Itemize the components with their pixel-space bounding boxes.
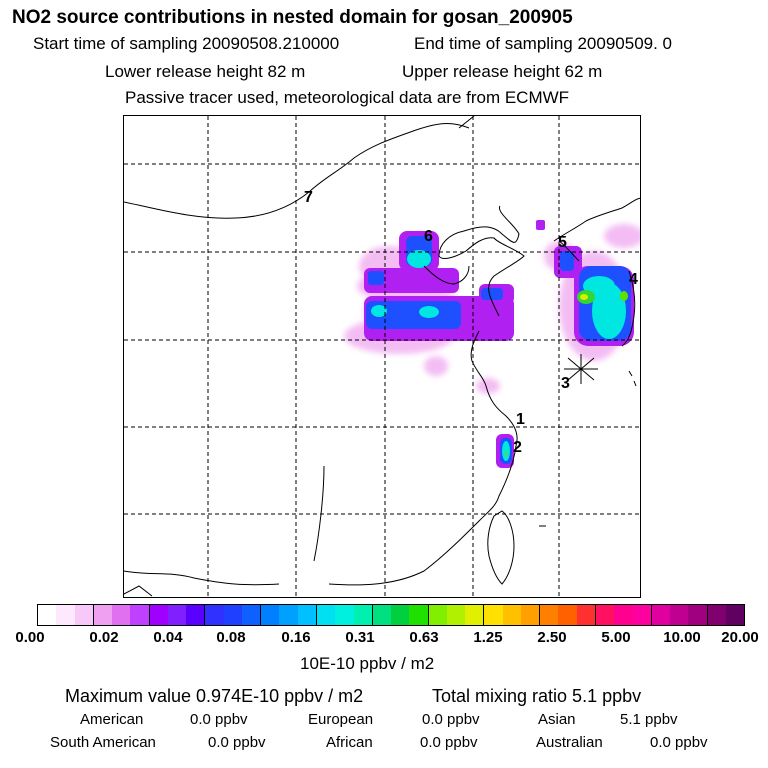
colorbar-swatch — [540, 605, 559, 625]
colorbar-swatch — [167, 605, 187, 625]
colorbar-swatch — [297, 605, 317, 625]
colorbar-swatch — [130, 605, 150, 625]
colorbar-swatch — [502, 605, 521, 625]
colorbar-swatch — [632, 605, 652, 625]
point-label-6: 6 — [424, 228, 433, 245]
colorbar-swatch — [93, 605, 113, 625]
south-american-value: 0.0 ppbv — [208, 734, 266, 751]
colorbar-tick-label: 0.31 — [345, 629, 375, 646]
colorbar-tick-label: 1.25 — [473, 629, 503, 646]
colorbar-tick-label: 0.02 — [89, 629, 119, 646]
colorbar — [37, 604, 745, 626]
colorbar-swatch — [595, 605, 615, 625]
concentration-max-regions — [504, 290, 628, 458]
colorbar-swatch — [261, 605, 280, 625]
african-value: 0.0 ppbv — [420, 734, 478, 751]
point-label-1: 1 — [516, 411, 525, 428]
colorbar-swatch — [186, 605, 206, 625]
point-label-7: 7 — [304, 189, 313, 206]
colorbar-swatch — [372, 605, 392, 625]
american-label: American — [80, 711, 144, 728]
colorbar-swatch — [576, 605, 596, 625]
colorbar-swatch — [38, 605, 57, 625]
concentration-peak-regions — [371, 250, 626, 461]
colorbar-tick-label: 0.63 — [409, 629, 439, 646]
max-value-text: Maximum value 0.974E-10 ppbv / m2 — [65, 686, 364, 706]
point-label-2: 2 — [513, 439, 522, 456]
coastlines — [124, 116, 640, 597]
african-label: African — [326, 734, 373, 751]
colorbar-tick-label: 0.04 — [153, 629, 183, 646]
colorbar-tick-label: 20.00 — [721, 629, 759, 646]
point-label-3: 3 — [561, 375, 570, 392]
upper-release-height-text: Upper release height 62 m — [402, 62, 603, 81]
lat-lon-grid — [124, 116, 640, 597]
receptor-star-icon — [564, 354, 598, 384]
colorbar-tick-label: 0.08 — [216, 629, 246, 646]
colorbar-swatch — [241, 605, 262, 625]
colorbar-swatch — [614, 605, 633, 625]
colorbar-swatch — [484, 605, 503, 625]
american-value: 0.0 ppbv — [190, 711, 248, 728]
colorbar-tick-label: 0.00 — [15, 629, 45, 646]
colorbar-swatch — [149, 605, 168, 625]
colorbar-swatch — [670, 605, 689, 625]
european-label: European — [308, 711, 374, 728]
australian-label: Australian — [536, 734, 603, 751]
colorbar-tick-label: 5.00 — [601, 629, 631, 646]
colorbar-swatch — [391, 605, 410, 625]
end-time-text: End time of sampling 20090509. 0 — [414, 34, 673, 53]
colorbar-tick-label: 0.16 — [281, 629, 311, 646]
start-time-text: Start time of sampling 20090508.210000 — [33, 34, 340, 53]
colorbar-tick-label: 2.50 — [537, 629, 567, 646]
colorbar-units: 10E-10 ppbv / m2 — [300, 654, 435, 673]
map-panel: 1 2 3 4 5 6 7 — [123, 115, 641, 598]
colorbar-swatch — [428, 605, 447, 625]
tracer-note-text: Passive tracer used, meteorological data… — [125, 88, 570, 107]
colorbar-swatch — [205, 605, 224, 625]
australian-value: 0.0 ppbv — [650, 734, 708, 751]
colorbar-tick-label: 10.00 — [663, 629, 701, 646]
colorbar-swatch — [688, 605, 708, 625]
asian-value: 5.1 ppbv — [620, 711, 678, 728]
south-american-label: South American — [50, 734, 156, 751]
colorbar-swatch — [651, 605, 671, 625]
colorbar-swatch — [725, 605, 745, 625]
colorbar-swatch — [465, 605, 485, 625]
colorbar-swatch — [223, 605, 242, 625]
colorbar-swatch — [112, 605, 131, 625]
map-canvas — [124, 116, 640, 597]
colorbar-swatch — [446, 605, 466, 625]
colorbar-swatch — [707, 605, 726, 625]
colorbar-swatch — [74, 605, 94, 625]
colorbar-swatch — [353, 605, 373, 625]
lower-release-height-text: Lower release height 82 m — [105, 62, 306, 81]
colorbar-swatch — [520, 605, 541, 625]
asian-label: Asian — [538, 711, 576, 728]
european-value: 0.0 ppbv — [422, 711, 480, 728]
total-mixing-ratio-text: Total mixing ratio 5.1 ppbv — [432, 686, 642, 706]
colorbar-swatch — [558, 605, 577, 625]
colorbar-swatch — [335, 605, 354, 625]
point-label-5: 5 — [558, 234, 567, 251]
colorbar-swatch — [56, 605, 75, 625]
colorbar-swatch — [409, 605, 429, 625]
colorbar-swatch — [279, 605, 298, 625]
point-label-4: 4 — [629, 271, 638, 288]
plot-title: NO2 source contributions in nested domai… — [12, 7, 573, 28]
colorbar-swatch — [316, 605, 336, 625]
